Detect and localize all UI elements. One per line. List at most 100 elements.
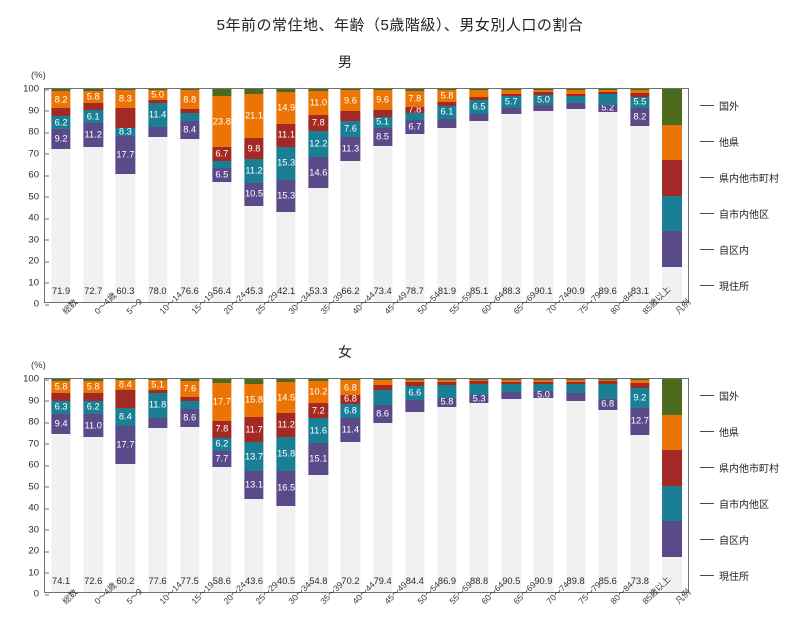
bar-slot[interactable]: 72.6 11.0 6.2 5.8 bbox=[77, 379, 109, 592]
bar-slot[interactable]: 90.9 bbox=[560, 88, 592, 302]
bar-segment-label: 11.4 bbox=[148, 109, 167, 120]
bar-segment-自市内他区: 6.2 bbox=[212, 437, 232, 451]
legend-item-自区内[interactable]: 自区内 bbox=[700, 243, 749, 257]
stacked-bar[interactable]: 54.8 15.1 11.6 7.2 10.2 bbox=[308, 379, 328, 592]
legend-item-現住所[interactable]: 現住所 bbox=[700, 569, 749, 583]
stacked-bar[interactable]: 78.0 11.4 5.0 bbox=[147, 88, 168, 302]
stacked-bar[interactable]: 90.9 bbox=[565, 88, 586, 302]
bar-slot[interactable]: 73.8 12.7 9.2 bbox=[624, 379, 656, 592]
bar-slot[interactable]: 77.5 8.6 7.6 bbox=[174, 379, 206, 592]
stacked-bar[interactable]: 40.5 16.5 15.8 11.2 14.5 bbox=[276, 379, 296, 592]
bar-slot[interactable]: 77.6 11.8 5.1 bbox=[141, 379, 173, 592]
bar-slot[interactable]: 89.8 bbox=[560, 379, 592, 592]
bar-slot[interactable]: 60.2 17.7 8.4 8.4 bbox=[109, 379, 141, 592]
legend-item-現住所[interactable]: 現住所 bbox=[700, 279, 749, 293]
stacked-bar[interactable]: 71.9 9.2 6.2 8.2 bbox=[51, 89, 71, 302]
bar-slot[interactable]: 85.6 6.8 bbox=[592, 379, 624, 592]
stacked-bar[interactable]: 66.2 11.3 7.6 9.6 bbox=[340, 89, 361, 302]
bar-slot[interactable]: 40.5 16.5 15.8 11.2 14.5 bbox=[270, 379, 302, 592]
stacked-bar[interactable]: 84.4 6.6 bbox=[405, 379, 425, 592]
stacked-bar[interactable]: 89.8 bbox=[565, 379, 586, 592]
legend-item-国外[interactable]: 国外 bbox=[700, 100, 739, 113]
bar-segment-国外 bbox=[147, 88, 168, 90]
stacked-bar[interactable]: 78.7 6.7 7.8 7.8 bbox=[405, 89, 425, 302]
bar-slot[interactable]: 90.9 5.0 bbox=[527, 379, 559, 592]
bar-segment-現住所: 90.9 bbox=[533, 398, 554, 592]
stacked-bar[interactable]: 45.3 10.5 11.2 9.8 21.1 bbox=[244, 89, 264, 302]
bar-slot[interactable]: 54.8 15.1 11.6 7.2 10.2 bbox=[302, 379, 334, 592]
bar-slot[interactable]: 78.7 6.7 7.8 7.8 bbox=[399, 89, 431, 302]
stacked-bar[interactable]: 85.6 6.8 bbox=[598, 379, 618, 592]
legend-item-自区内[interactable]: 自区内 bbox=[700, 533, 749, 547]
stacked-bar[interactable]: 73.8 12.7 9.2 bbox=[630, 379, 650, 592]
bar-slot[interactable]: 70.2 11.4 6.8 6.8 6.8 bbox=[334, 379, 366, 592]
stacked-bar[interactable]: 72.7 11.2 6.1 5.8 bbox=[83, 89, 103, 302]
stacked-bar[interactable]: 90.1 5.0 bbox=[533, 89, 554, 302]
bar-slot[interactable]: 90.5 bbox=[495, 379, 527, 592]
bar-slot[interactable]: 86.9 5.8 bbox=[431, 379, 463, 592]
stacked-bar[interactable]: 90.5 bbox=[501, 379, 521, 592]
bar-slot[interactable]: 89.6 5.2 bbox=[592, 89, 624, 302]
bar-slot[interactable]: 90.1 5.0 bbox=[527, 89, 559, 302]
legend-item-国外[interactable]: 国外 bbox=[700, 390, 739, 403]
legend-item-他県[interactable]: 他県 bbox=[700, 136, 739, 149]
stacked-bar[interactable]: 86.9 5.8 bbox=[437, 379, 457, 592]
stacked-bar[interactable]: 73.4 8.5 5.1 9.6 bbox=[373, 89, 393, 302]
stacked-bar[interactable]: 76.6 8.4 8.8 bbox=[180, 89, 200, 302]
bar-slot[interactable]: 74.1 9.4 6.3 5.8 bbox=[45, 379, 77, 592]
bar-segment-現住所: 86.9 bbox=[437, 406, 457, 592]
legend-item-自市内他区[interactable]: 自市内他区 bbox=[700, 207, 769, 221]
stacked-bar[interactable]: 88.8 5.3 bbox=[469, 379, 489, 592]
stacked-bar[interactable]: 83.1 8.2 5.5 bbox=[630, 89, 650, 302]
bar-slot[interactable]: 56.4 6.5 6.7 23.8 bbox=[206, 89, 238, 302]
legend-item-自市内他区[interactable]: 自市内他区 bbox=[700, 497, 769, 511]
bar-slot[interactable]: 84.4 6.6 bbox=[399, 379, 431, 592]
stacked-bar[interactable]: 60.2 17.7 8.4 8.4 bbox=[115, 379, 136, 592]
stacked-bar[interactable]: 77.5 8.6 7.6 bbox=[180, 379, 200, 592]
stacked-bar[interactable]: 58.6 7.7 6.2 7.8 17.7 bbox=[212, 379, 232, 592]
bar-segment-自区内: 16.5 bbox=[276, 470, 296, 506]
stacked-bar[interactable]: 77.6 11.8 5.1 bbox=[147, 379, 168, 592]
bar-slot[interactable]: 85.1 6.5 bbox=[463, 89, 495, 302]
bar-slot[interactable]: 79.4 8.6 bbox=[367, 379, 399, 592]
bar-segment-現住所: 83.1 bbox=[630, 125, 650, 302]
stacked-bar[interactable]: 72.6 11.0 6.2 5.8 bbox=[83, 379, 103, 592]
stacked-bar[interactable]: 89.6 5.2 bbox=[598, 89, 618, 302]
bar-slot[interactable]: 88.8 5.3 bbox=[463, 379, 495, 592]
bar-slot[interactable]: 72.7 11.2 6.1 5.8 bbox=[77, 89, 109, 302]
stacked-bar[interactable]: 79.4 8.6 bbox=[373, 379, 393, 592]
bar-slot[interactable]: 45.3 10.5 11.2 9.8 21.1 bbox=[238, 89, 270, 302]
stacked-bar[interactable]: 42.1 15.3 15.3 11.1 14.9 bbox=[276, 89, 296, 302]
bar-slot[interactable]: 53.3 14.6 12.2 7.8 11.0 bbox=[302, 89, 334, 302]
stacked-bar[interactable]: 70.2 11.4 6.8 6.8 6.8 bbox=[340, 379, 361, 592]
legend-item-他県[interactable]: 他県 bbox=[700, 426, 739, 439]
bar-segment-国外 bbox=[180, 379, 200, 381]
stacked-bar[interactable]: 85.1 6.5 bbox=[469, 89, 489, 302]
stacked-bar[interactable]: 74.1 9.4 6.3 5.8 bbox=[51, 379, 71, 592]
bar-slot[interactable]: 81.9 6.1 5.8 bbox=[431, 89, 463, 302]
legend-item-県内他市町村[interactable]: 県内他市町村 bbox=[700, 172, 779, 185]
bar-slot[interactable]: 76.6 8.4 8.8 bbox=[174, 89, 206, 302]
stacked-bar[interactable]: 53.3 14.6 12.2 7.8 11.0 bbox=[308, 89, 328, 302]
bar-slot[interactable]: 73.4 8.5 5.1 9.6 bbox=[367, 89, 399, 302]
stacked-bar[interactable]: 60.3 17.7 8.3 8.3 bbox=[115, 89, 136, 302]
bar-slot[interactable]: 60.3 17.7 8.3 8.3 bbox=[109, 89, 141, 302]
bar-slot[interactable]: 58.6 7.7 6.2 7.8 17.7 bbox=[206, 379, 238, 592]
bar-slot[interactable]: 71.9 9.2 6.2 8.2 bbox=[45, 89, 77, 302]
stacked-bar[interactable]: 56.4 6.5 6.7 23.8 bbox=[212, 89, 232, 302]
bar-slot[interactable]: 43.6 13.1 13.7 11.7 15.8 bbox=[238, 379, 270, 592]
bar-segment-国外 bbox=[83, 89, 103, 91]
stacked-bar[interactable]: 88.3 5.7 bbox=[501, 88, 521, 302]
stacked-bar[interactable]: 81.9 6.1 5.8 bbox=[437, 89, 457, 302]
stacked-bar[interactable]: 43.6 13.1 13.7 11.7 15.8 bbox=[244, 379, 264, 592]
bar-slot[interactable]: 83.1 8.2 5.5 bbox=[624, 89, 656, 302]
bar-slot[interactable]: 66.2 11.3 7.6 9.6 bbox=[334, 89, 366, 302]
bar-segment-label: 5.8 bbox=[86, 91, 100, 102]
bar-segment-label: 6.5 bbox=[472, 101, 486, 112]
bar-slot[interactable]: 78.0 11.4 5.0 bbox=[141, 88, 173, 302]
bar-segment-自市内他区: 6.8 bbox=[340, 403, 361, 419]
bar-slot[interactable]: 88.3 5.7 bbox=[495, 88, 527, 302]
legend-item-県内他市町村[interactable]: 県内他市町村 bbox=[700, 462, 779, 475]
bar-slot[interactable]: 42.1 15.3 15.3 11.1 14.9 bbox=[270, 89, 302, 302]
stacked-bar[interactable]: 90.9 5.0 bbox=[533, 379, 554, 592]
